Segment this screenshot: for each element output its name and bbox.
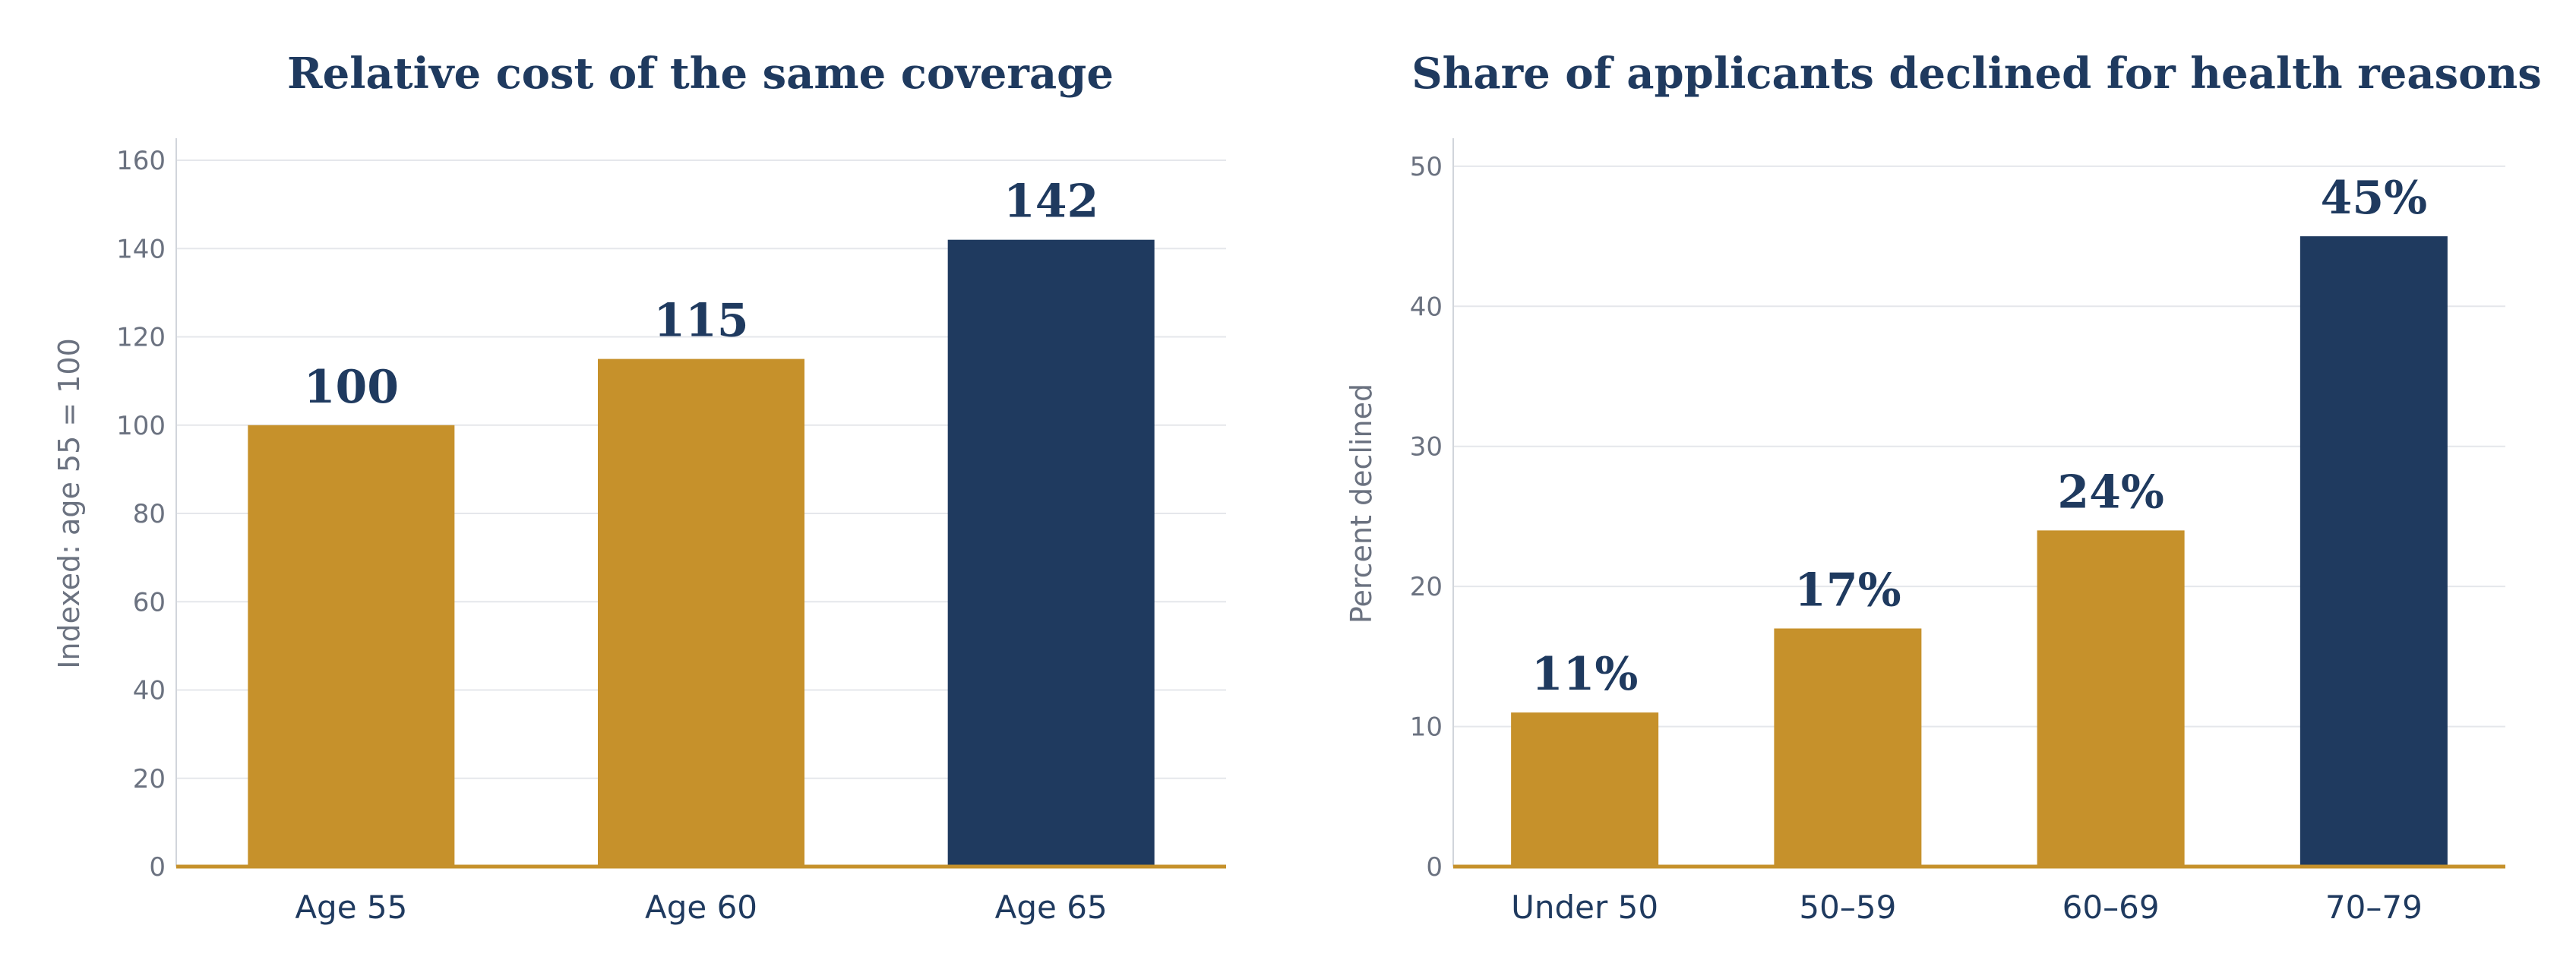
data-label: 24% (2057, 466, 2164, 519)
y-tick-label: 30 (1410, 432, 1443, 463)
data-label: 115 (653, 295, 748, 348)
x-tick-label: Age 65 (995, 889, 1108, 926)
y-tick-label: 40 (133, 676, 166, 706)
y-tick-label: 100 (116, 411, 166, 441)
y-tick-label: 40 (1410, 292, 1443, 322)
bar (1774, 628, 1922, 867)
y-tick-label: 120 (116, 323, 166, 353)
y-tick-label: 0 (1426, 852, 1443, 883)
x-tick-label: Age 55 (295, 889, 407, 926)
bar (2299, 236, 2448, 867)
x-tick-label: Under 50 (1511, 889, 1658, 926)
bar (947, 239, 1155, 867)
data-label: 11% (1531, 648, 1639, 701)
data-label: 17% (1794, 564, 1901, 617)
y-axis-label: Percent declined (1345, 384, 1378, 624)
chart-relative-cost: Relative cost of the same coverage Index… (52, 49, 1226, 926)
y-tick-label: 50 (1410, 152, 1443, 182)
bar (598, 358, 804, 867)
y-tick-label: 160 (116, 146, 166, 176)
y-axis-label: Indexed: age 55 = 100 (52, 338, 86, 669)
y-tick-label: 20 (133, 764, 166, 794)
x-tick-label: Age 60 (645, 889, 757, 926)
x-tick-label: 70–79 (2325, 889, 2423, 926)
y-tick-label: 20 (1410, 572, 1443, 602)
x-tick-label: 50–59 (1799, 889, 1896, 926)
y-tick-label: 140 (116, 234, 166, 264)
x-tick-label: 60–69 (2062, 889, 2160, 926)
chart-declined-share: Share of applicants declined for health … (1345, 49, 2542, 926)
bar (248, 425, 455, 867)
data-label: 45% (2321, 172, 2428, 225)
chart-title: Relative cost of the same coverage (287, 49, 1114, 99)
data-label: 100 (304, 361, 399, 414)
y-tick-label: 60 (133, 587, 166, 617)
y-tick-label: 10 (1410, 712, 1443, 743)
y-tick-label: 80 (133, 499, 166, 529)
y-tick-label: 0 (149, 852, 166, 883)
chart-title: Share of applicants declined for health … (1411, 49, 2542, 99)
bar (1511, 712, 1659, 867)
data-label: 142 (1004, 175, 1098, 229)
bar (2037, 530, 2185, 867)
